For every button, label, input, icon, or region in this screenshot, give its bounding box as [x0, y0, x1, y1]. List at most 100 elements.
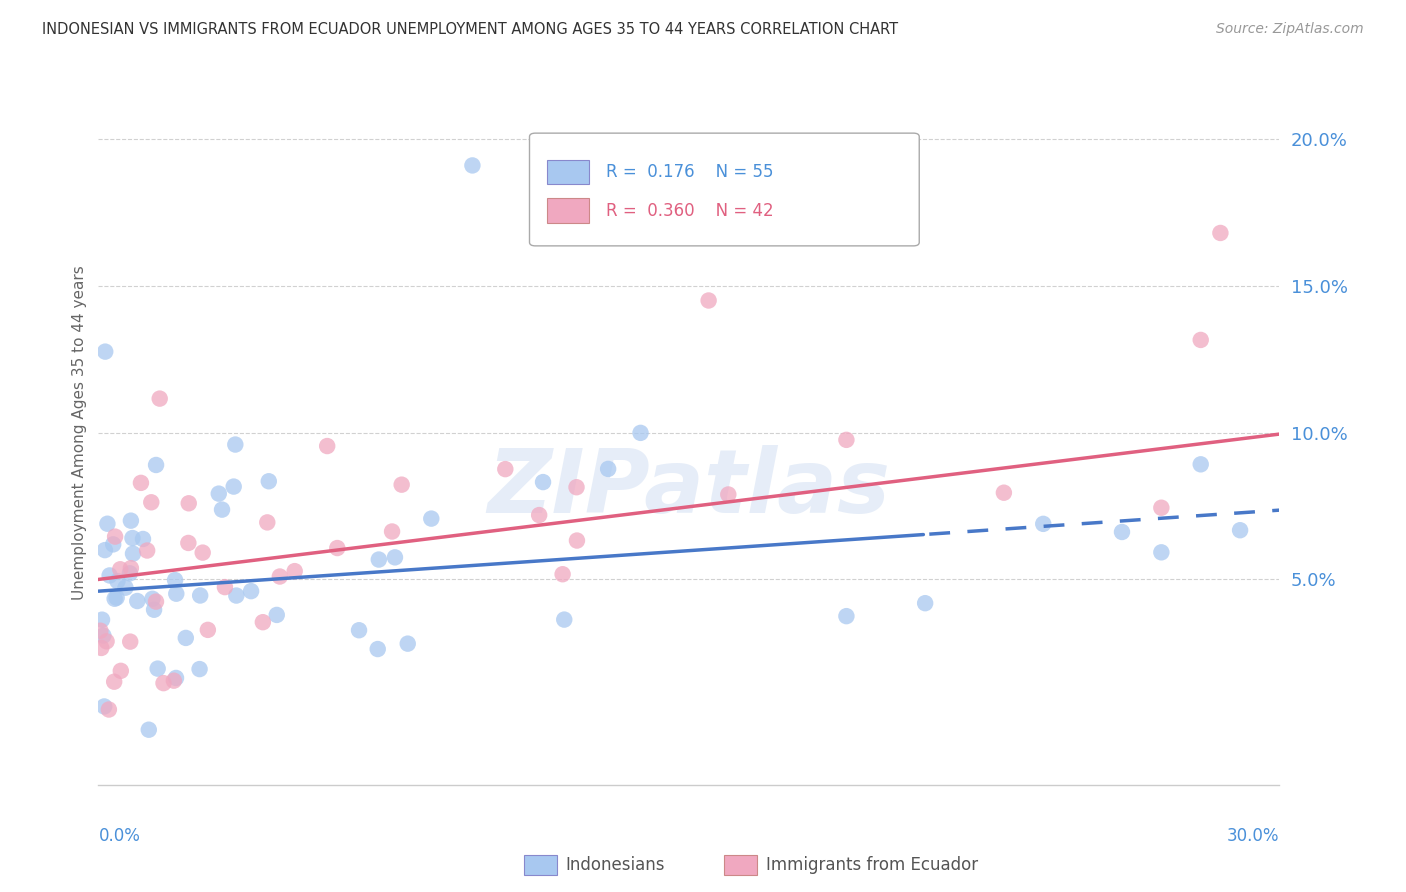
- Point: [269, 569, 291, 583]
- Point: [122, 547, 145, 561]
- Point: [177, 536, 200, 550]
- Point: [1189, 458, 1212, 472]
- Point: [835, 609, 858, 624]
- Bar: [523, 855, 557, 875]
- Point: [177, 496, 200, 510]
- Point: [103, 674, 125, 689]
- Point: [136, 543, 159, 558]
- Point: [1189, 333, 1212, 347]
- Point: [284, 564, 307, 578]
- Point: [145, 594, 167, 608]
- Point: [174, 631, 197, 645]
- Point: [214, 580, 236, 594]
- Point: [121, 531, 143, 545]
- Point: [96, 516, 118, 531]
- Point: [98, 568, 121, 582]
- Point: [224, 437, 246, 451]
- Point: [165, 573, 187, 587]
- Point: [252, 615, 274, 630]
- FancyBboxPatch shape: [530, 133, 920, 246]
- Text: R =  0.360    N = 42: R = 0.360 N = 42: [606, 202, 773, 219]
- Point: [565, 533, 588, 548]
- Point: [257, 475, 280, 489]
- Point: [191, 546, 214, 560]
- Point: [1150, 500, 1173, 515]
- Point: [256, 516, 278, 530]
- Point: [240, 584, 263, 599]
- Point: [127, 594, 149, 608]
- Point: [494, 462, 516, 476]
- Point: [120, 514, 142, 528]
- Point: [993, 485, 1015, 500]
- Point: [384, 550, 406, 565]
- Y-axis label: Unemployment Among Ages 35 to 44 years: Unemployment Among Ages 35 to 44 years: [72, 265, 87, 600]
- Point: [197, 623, 219, 637]
- Point: [1032, 516, 1054, 531]
- Text: 30.0%: 30.0%: [1227, 827, 1279, 846]
- Point: [835, 433, 858, 447]
- Point: [208, 486, 231, 500]
- Point: [93, 699, 115, 714]
- Point: [914, 596, 936, 610]
- Bar: [547, 198, 589, 223]
- Point: [146, 662, 169, 676]
- Point: [143, 603, 166, 617]
- Point: [93, 629, 115, 643]
- Point: [94, 543, 117, 558]
- Point: [104, 591, 127, 606]
- Point: [211, 502, 233, 516]
- Point: [598, 462, 620, 476]
- Point: [152, 676, 174, 690]
- Text: Immigrants from Ecuador: Immigrants from Ecuador: [766, 856, 977, 874]
- Point: [165, 671, 187, 685]
- Point: [531, 475, 554, 489]
- Point: [565, 480, 588, 494]
- Point: [222, 479, 245, 493]
- Point: [697, 293, 720, 308]
- Point: [110, 562, 132, 576]
- Point: [138, 723, 160, 737]
- Point: [114, 581, 136, 595]
- Point: [91, 613, 114, 627]
- Point: [132, 532, 155, 546]
- Point: [104, 530, 127, 544]
- Point: [225, 589, 247, 603]
- Point: [461, 158, 484, 172]
- Bar: [724, 855, 758, 875]
- Text: 0.0%: 0.0%: [98, 827, 141, 846]
- Point: [1209, 226, 1232, 240]
- Point: [163, 673, 186, 688]
- Point: [396, 637, 419, 651]
- Point: [89, 624, 111, 638]
- Point: [145, 458, 167, 472]
- Point: [717, 487, 740, 501]
- Text: ZIPatlas: ZIPatlas: [488, 445, 890, 533]
- Point: [90, 640, 112, 655]
- Point: [105, 591, 128, 605]
- Text: INDONESIAN VS IMMIGRANTS FROM ECUADOR UNEMPLOYMENT AMONG AGES 35 TO 44 YEARS COR: INDONESIAN VS IMMIGRANTS FROM ECUADOR UN…: [42, 22, 898, 37]
- Point: [141, 591, 163, 606]
- Point: [367, 552, 389, 566]
- Point: [188, 662, 211, 676]
- Point: [110, 664, 132, 678]
- Point: [420, 511, 443, 525]
- Point: [149, 392, 172, 406]
- Point: [120, 634, 142, 648]
- Text: R =  0.176    N = 55: R = 0.176 N = 55: [606, 163, 773, 181]
- Point: [103, 537, 125, 551]
- Point: [1150, 545, 1173, 559]
- Point: [347, 624, 370, 638]
- Point: [527, 508, 550, 522]
- Point: [120, 561, 142, 575]
- Point: [316, 439, 339, 453]
- Point: [129, 475, 152, 490]
- Point: [326, 541, 349, 555]
- Point: [96, 634, 118, 648]
- Point: [367, 642, 389, 657]
- Point: [118, 566, 141, 581]
- Bar: [547, 160, 589, 185]
- Text: Indonesians: Indonesians: [565, 856, 665, 874]
- Point: [266, 607, 288, 622]
- Point: [94, 344, 117, 359]
- Point: [107, 574, 129, 588]
